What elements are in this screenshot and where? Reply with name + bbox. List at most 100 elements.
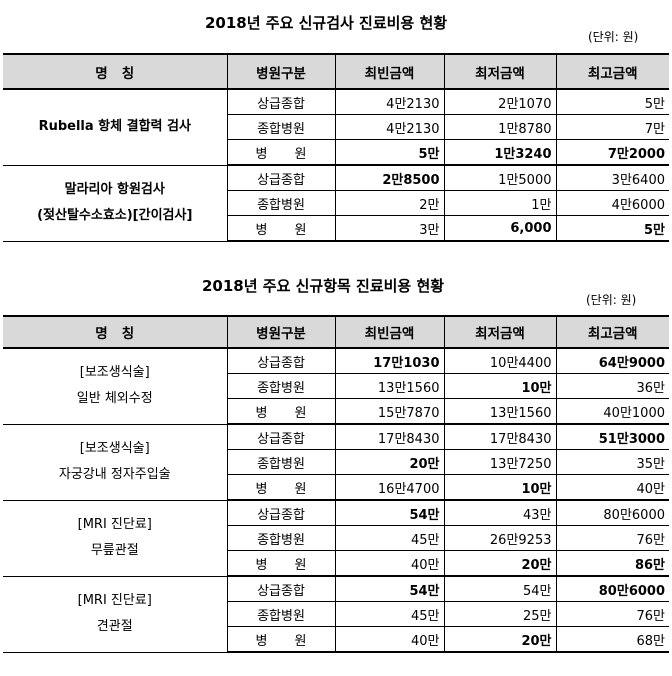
mode-amount: 3만 — [334, 215, 445, 242]
header-mode-amount: 최빈금액 — [334, 315, 445, 349]
mode-amount: 54만 — [334, 575, 445, 602]
item-name: [MRI 진단료] 견관절 — [3, 575, 228, 653]
hospital-type: 병 원 — [226, 398, 336, 425]
header-name: 명 칭 — [3, 315, 228, 349]
hospital-type: 상급종합 — [226, 88, 336, 115]
mode-amount: 20만 — [334, 449, 445, 475]
hospital-type: 종합병원 — [226, 373, 336, 399]
mode-amount: 13만1560 — [334, 373, 445, 399]
max-amount: 36만 — [555, 373, 669, 399]
min-amount: 10만4400 — [443, 347, 557, 374]
min-amount: 25만 — [443, 601, 557, 627]
min-amount: 13만1560 — [443, 398, 557, 425]
header-name: 명 칭 — [3, 53, 228, 90]
header-min-amount: 최저금액 — [443, 315, 557, 349]
header-max-amount: 최고금액 — [555, 53, 669, 90]
max-amount: 40만 — [555, 474, 669, 501]
min-amount: 43만 — [443, 499, 557, 526]
mode-amount: 54만 — [334, 499, 445, 526]
mode-amount: 45만 — [334, 525, 445, 551]
header-mode-amount: 최빈금액 — [334, 53, 445, 90]
item-name: [보조생식술] 자궁강내 정자주입술 — [3, 423, 228, 501]
mode-amount: 5만 — [334, 139, 445, 166]
max-amount: 7만 — [555, 114, 669, 140]
hospital-type: 병 원 — [226, 550, 336, 577]
hospital-type: 병 원 — [226, 474, 336, 501]
min-amount: 13만7250 — [443, 449, 557, 475]
table-row: 종합병원 4만2130 1만8780 7만 — [3, 114, 669, 140]
mode-amount: 4만2130 — [334, 88, 445, 115]
max-amount: 4만6000 — [555, 190, 669, 216]
item-name: [MRI 진단료] 무릎관절 — [3, 499, 228, 577]
table1-header-row: 명 칭 병원구분 최빈금액 최저금액 최고금액 — [3, 53, 669, 90]
max-amount: 76만 — [555, 525, 669, 551]
table2-title: 2018년 주요 신규항목 진료비용 현황 — [202, 277, 445, 295]
max-amount: 51만3000 — [555, 423, 669, 450]
mode-amount: 40만 — [334, 550, 445, 577]
mode-amount: 17만8430 — [334, 423, 445, 450]
header-min-amount: 최저금액 — [443, 53, 557, 90]
max-amount: 80만6000 — [555, 575, 669, 602]
hospital-type: 종합병원 — [226, 114, 336, 140]
hospital-type: 상급종합 — [226, 347, 336, 374]
item-name: Rubella 항체 결합력 검사 — [3, 88, 228, 166]
hospital-type: 종합병원 — [226, 525, 336, 551]
min-amount: 1만3240 — [443, 139, 557, 166]
min-amount: 54만 — [443, 575, 557, 602]
table-row: 종합병원 20만 13만7250 35만 — [3, 449, 669, 475]
table-row: [MRI 진단료] 무릎관절 상급종합 54만 43만 80만6000 — [3, 499, 669, 577]
max-amount: 64만9000 — [555, 347, 669, 374]
table-row: 병 원 40만 20만 86만 — [3, 550, 669, 577]
min-amount: 10만 — [443, 474, 557, 501]
header-hospital-type: 병원구분 — [226, 53, 336, 90]
table-row: 말라리아 항원검사 (젖산탈수소효소)[간이검사] 상급종합 2만8500 1만5… — [3, 164, 669, 242]
mode-amount: 15만7870 — [334, 398, 445, 425]
table1: 명 칭 병원구분 최빈금액 최저금액 최고금액 Rubella 항체 결합력 검… — [3, 53, 669, 242]
mode-amount: 16만4700 — [334, 474, 445, 501]
max-amount: 5만 — [555, 215, 669, 242]
table-row: 병 원 40만 20만 68만 — [3, 626, 669, 653]
min-amount: 10만 — [443, 373, 557, 399]
mode-amount: 2만 — [334, 190, 445, 216]
max-amount: 5만 — [555, 88, 669, 115]
min-amount: 1만 — [443, 190, 557, 216]
table-row: 병 원 15만7870 13만1560 40만1000 — [3, 398, 669, 425]
min-amount: 26만9253 — [443, 525, 557, 551]
max-amount: 35만 — [555, 449, 669, 475]
table1-unit: (단위: 원) — [588, 30, 639, 44]
min-amount: 17만8430 — [443, 423, 557, 450]
hospital-type: 종합병원 — [226, 601, 336, 627]
item-name: [보조생식술] 일반 체외수정 — [3, 347, 228, 425]
mode-amount: 4만2130 — [334, 114, 445, 140]
min-amount: 6,000 — [443, 215, 557, 242]
table-row: 종합병원 2만 1만 4만6000 — [3, 190, 669, 216]
max-amount: 68만 — [555, 626, 669, 653]
max-amount: 3만6400 — [555, 164, 669, 191]
table-row: 종합병원 45만 26만9253 76만 — [3, 525, 669, 551]
max-amount: 80만6000 — [555, 499, 669, 526]
hospital-type: 종합병원 — [226, 449, 336, 475]
hospital-type: 병 원 — [226, 626, 336, 653]
table-row: 병 원 16만4700 10만 40만 — [3, 474, 669, 501]
hospital-type: 상급종합 — [226, 164, 336, 191]
min-amount: 1만8780 — [443, 114, 557, 140]
min-amount: 20만 — [443, 550, 557, 577]
mode-amount: 2만8500 — [334, 164, 445, 191]
min-amount: 2만1070 — [443, 88, 557, 115]
table2-header-row: 명 칭 병원구분 최빈금액 최저금액 최고금액 — [3, 315, 669, 349]
table-row: 종합병원 13만1560 10만 36만 — [3, 373, 669, 399]
table-row: 종합병원 45만 25만 76만 — [3, 601, 669, 627]
hospital-type: 상급종합 — [226, 575, 336, 602]
table-row: [MRI 진단료] 견관절 상급종합 54만 54만 80만6000 — [3, 575, 669, 653]
hospital-type: 병 원 — [226, 215, 336, 242]
table-row: [보조생식술] 자궁강내 정자주입술 상급종합 17만8430 17만8430 5… — [3, 423, 669, 501]
min-amount: 20만 — [443, 626, 557, 653]
hospital-type: 상급종합 — [226, 499, 336, 526]
table2: 명 칭 병원구분 최빈금액 최저금액 최고금액 [보조생식술] 일반 체외수정 상… — [3, 315, 669, 653]
mode-amount: 17만1030 — [334, 347, 445, 374]
mode-amount: 40만 — [334, 626, 445, 653]
item-name: 말라리아 항원검사 (젖산탈수소효소)[간이검사] — [3, 164, 228, 242]
hospital-type: 상급종합 — [226, 423, 336, 450]
header-hospital-type: 병원구분 — [226, 315, 336, 349]
max-amount: 86만 — [555, 550, 669, 577]
